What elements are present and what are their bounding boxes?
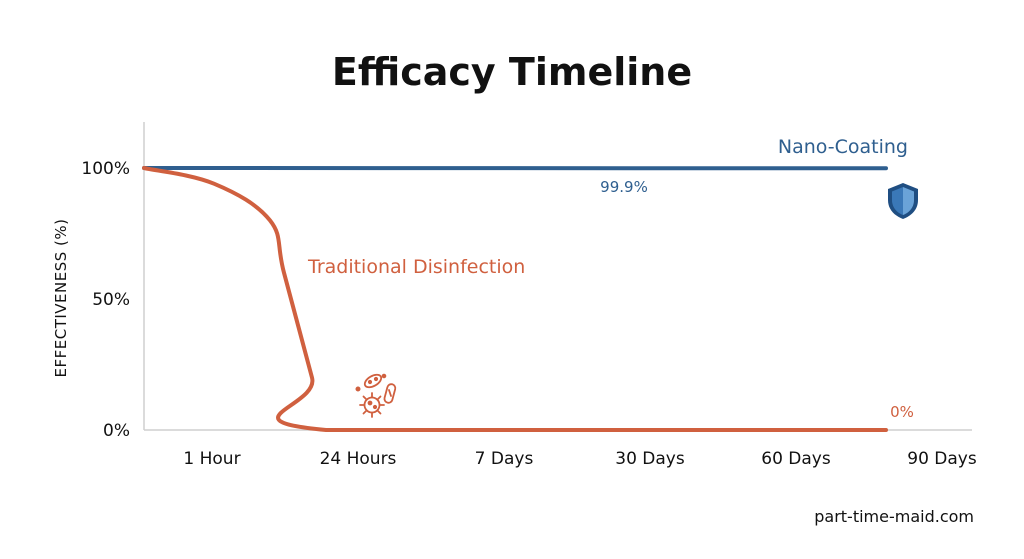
- series-line-traditional-disinfection: [142, 166, 888, 433]
- series-lines: [142, 166, 888, 433]
- data-label-traditional-disinfection: 0%: [890, 403, 914, 421]
- series-label-traditional-disinfection: Traditional Disinfection: [307, 256, 525, 278]
- x-tick-label: 60 Days: [761, 449, 831, 469]
- bacteria-icon: [355, 373, 397, 418]
- y-axis-label: EFFECTIVENESS (%): [52, 219, 70, 378]
- chart-title: Efficacy Timeline: [332, 50, 692, 94]
- x-tick-label: 30 Days: [615, 449, 685, 469]
- shield-icon: [888, 183, 918, 219]
- y-tick-label: 50%: [92, 290, 130, 310]
- x-tick-label: 1 Hour: [183, 449, 240, 469]
- x-tick-label: 24 Hours: [320, 449, 397, 469]
- y-tick-label: 100%: [81, 159, 130, 179]
- source-footer: part-time-maid.com: [814, 507, 974, 526]
- x-tick-labels: 1 Hour 24 Hours 7 Days 30 Days 60 Days 90 Day…: [183, 449, 976, 469]
- series-label-nano-coating: Nano-Coating: [778, 136, 908, 158]
- x-tick-label: 90 Days: [907, 449, 977, 469]
- x-tick-label: 7 Days: [475, 449, 534, 469]
- y-tick-labels: 100% 50% 0%: [81, 159, 130, 441]
- y-tick-label: 0%: [103, 421, 130, 441]
- data-label-nano-coating: 99.9%: [600, 178, 648, 196]
